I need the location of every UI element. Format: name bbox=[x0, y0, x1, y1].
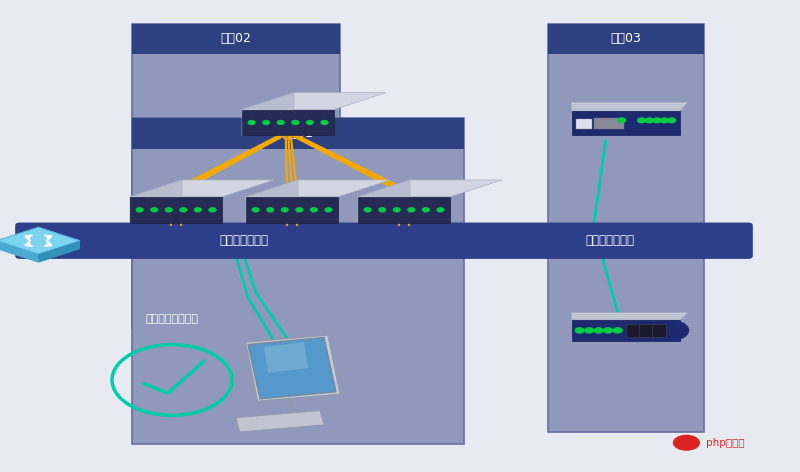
Circle shape bbox=[292, 120, 298, 125]
Circle shape bbox=[394, 208, 400, 212]
Circle shape bbox=[379, 208, 386, 212]
Polygon shape bbox=[246, 180, 390, 197]
Circle shape bbox=[310, 208, 317, 212]
Polygon shape bbox=[248, 337, 336, 399]
Circle shape bbox=[437, 208, 444, 212]
Polygon shape bbox=[130, 197, 222, 223]
Circle shape bbox=[585, 328, 594, 333]
Bar bbox=[548, 24, 704, 54]
Bar bbox=[594, 118, 624, 128]
Circle shape bbox=[306, 120, 314, 125]
Bar bbox=[132, 24, 340, 328]
Circle shape bbox=[364, 208, 371, 212]
Polygon shape bbox=[358, 180, 502, 197]
Circle shape bbox=[282, 208, 288, 212]
Polygon shape bbox=[242, 93, 386, 110]
Circle shape bbox=[408, 208, 414, 212]
Circle shape bbox=[209, 208, 216, 212]
Text: 机柜03: 机柜03 bbox=[610, 33, 642, 45]
Bar bbox=[548, 24, 704, 432]
Circle shape bbox=[150, 208, 158, 212]
Polygon shape bbox=[571, 102, 688, 111]
Polygon shape bbox=[571, 312, 688, 320]
Circle shape bbox=[604, 328, 613, 333]
Polygon shape bbox=[246, 335, 340, 401]
Circle shape bbox=[646, 118, 654, 123]
Circle shape bbox=[267, 208, 274, 212]
Text: 机柜02: 机柜02 bbox=[221, 33, 251, 45]
Polygon shape bbox=[242, 110, 334, 135]
Polygon shape bbox=[0, 241, 38, 263]
Polygon shape bbox=[246, 197, 338, 223]
Polygon shape bbox=[358, 180, 410, 223]
Circle shape bbox=[618, 118, 626, 123]
Circle shape bbox=[262, 120, 270, 125]
Polygon shape bbox=[0, 227, 80, 254]
Text: 内部网络交换机: 内部网络交换机 bbox=[219, 234, 269, 247]
Circle shape bbox=[252, 208, 259, 212]
Bar bbox=[626, 324, 640, 337]
Polygon shape bbox=[246, 180, 298, 223]
Circle shape bbox=[321, 120, 328, 125]
Circle shape bbox=[667, 118, 675, 123]
Bar bbox=[571, 111, 680, 135]
Circle shape bbox=[325, 208, 332, 212]
Circle shape bbox=[248, 120, 255, 125]
Polygon shape bbox=[130, 180, 182, 223]
Circle shape bbox=[575, 328, 584, 333]
Bar bbox=[132, 118, 464, 444]
FancyBboxPatch shape bbox=[15, 223, 753, 259]
Circle shape bbox=[180, 208, 186, 212]
Circle shape bbox=[594, 328, 603, 333]
Text: 数据监控分析系统: 数据监控分析系统 bbox=[146, 313, 198, 324]
Text: 内部网络交换机: 内部网络交换机 bbox=[585, 234, 634, 247]
Polygon shape bbox=[130, 180, 274, 197]
Circle shape bbox=[166, 208, 172, 212]
Bar bbox=[653, 324, 666, 337]
Circle shape bbox=[638, 118, 646, 123]
Bar bbox=[132, 118, 464, 149]
Circle shape bbox=[194, 208, 202, 212]
Text: php中文网: php中文网 bbox=[706, 438, 744, 448]
Bar bbox=[571, 320, 680, 341]
Polygon shape bbox=[38, 241, 80, 263]
Polygon shape bbox=[358, 197, 450, 223]
Polygon shape bbox=[242, 93, 294, 135]
Polygon shape bbox=[236, 411, 324, 432]
Circle shape bbox=[136, 208, 143, 212]
Circle shape bbox=[660, 118, 668, 123]
Circle shape bbox=[654, 320, 690, 341]
Circle shape bbox=[278, 120, 284, 125]
Polygon shape bbox=[264, 342, 308, 373]
Circle shape bbox=[422, 208, 429, 212]
Bar bbox=[576, 119, 592, 128]
Bar bbox=[132, 24, 340, 54]
Circle shape bbox=[296, 208, 302, 212]
Circle shape bbox=[653, 118, 661, 123]
Text: 机柜01: 机柜01 bbox=[282, 127, 314, 140]
Bar bbox=[639, 324, 653, 337]
Circle shape bbox=[673, 435, 700, 451]
Circle shape bbox=[614, 328, 622, 333]
